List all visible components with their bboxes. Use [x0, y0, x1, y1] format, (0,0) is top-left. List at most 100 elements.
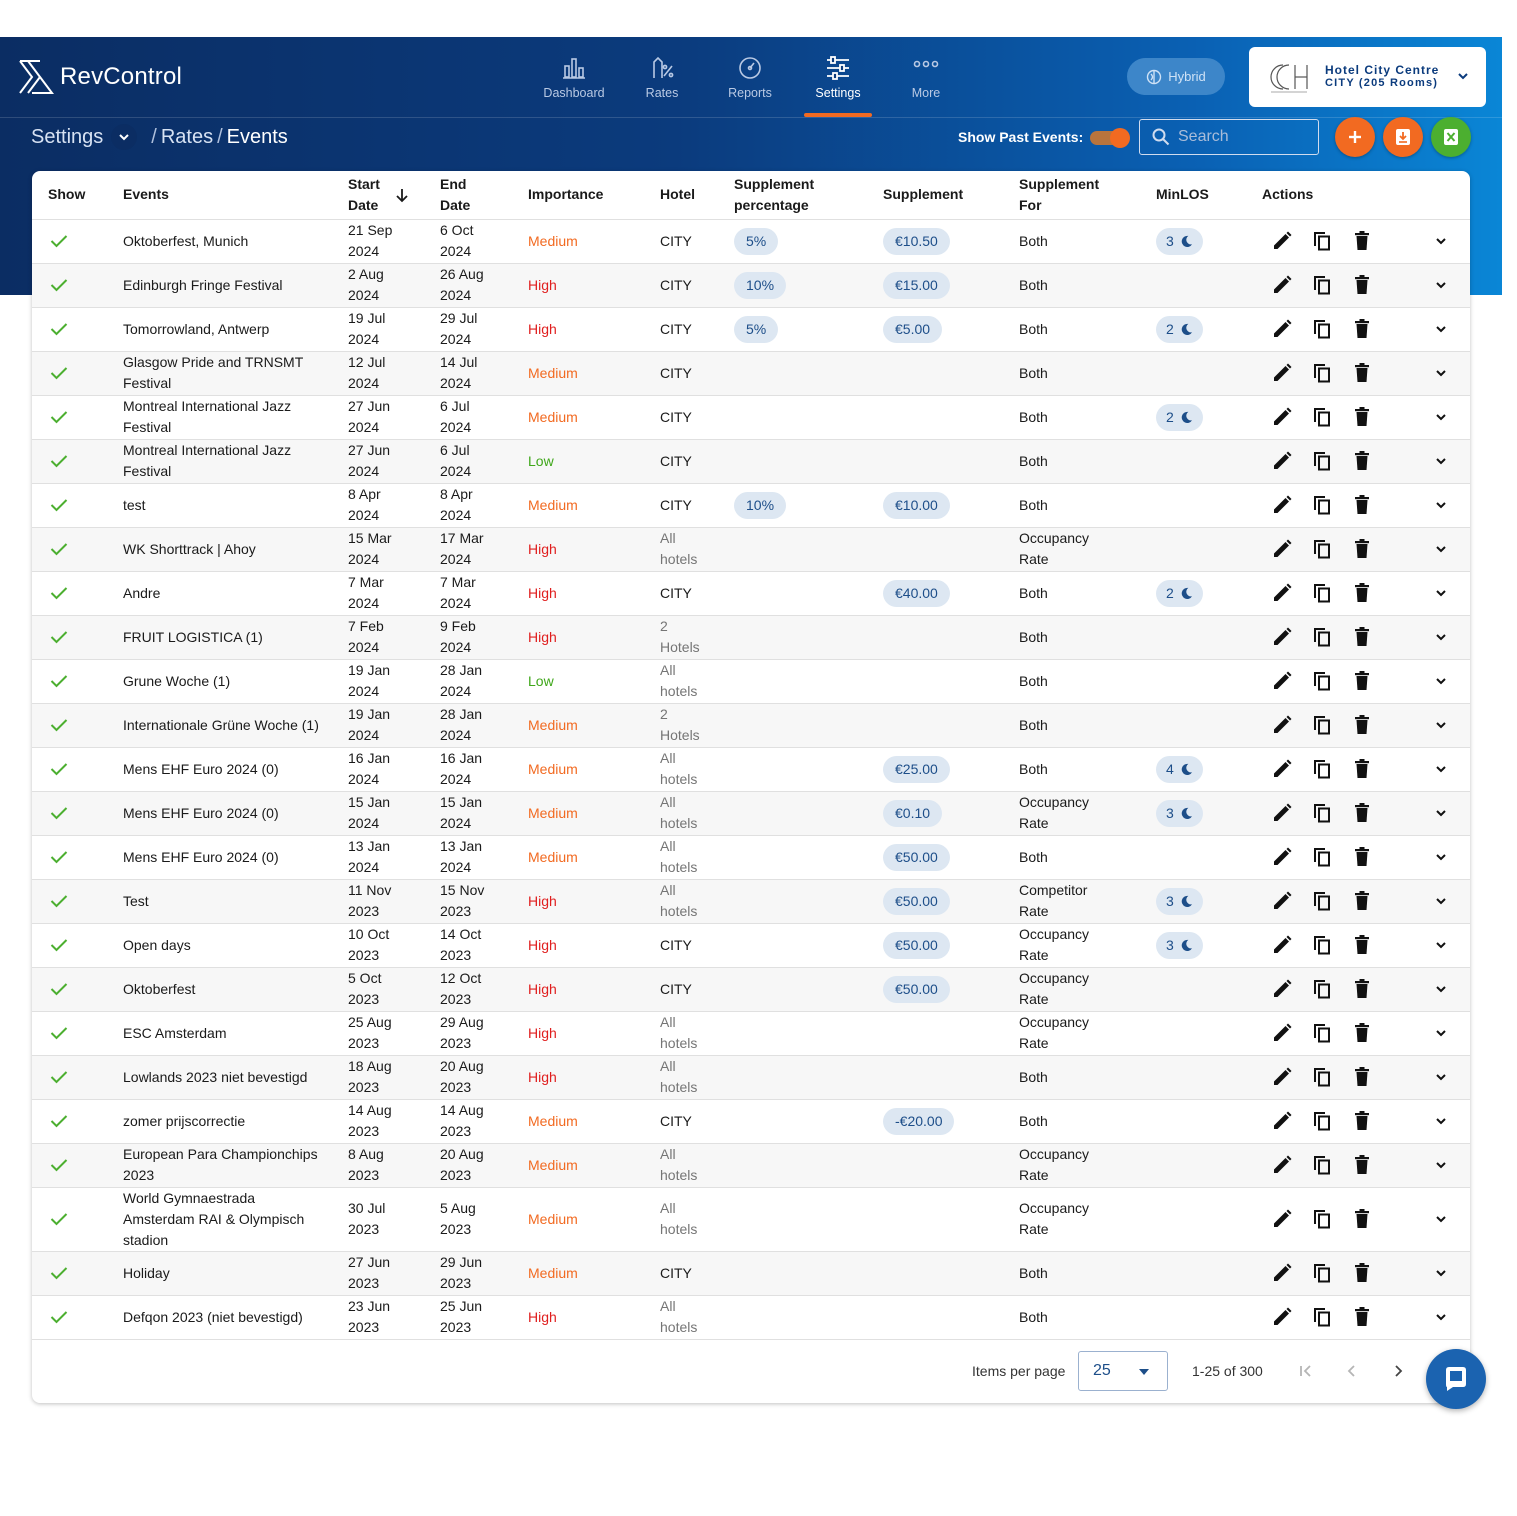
- show-cell[interactable]: [32, 835, 123, 880]
- edit-button[interactable]: [1262, 977, 1302, 1001]
- col-header-end-date[interactable]: End Date: [440, 171, 528, 220]
- expand-row-button[interactable]: [1412, 936, 1470, 954]
- show-cell[interactable]: [32, 351, 123, 396]
- duplicate-button[interactable]: [1302, 405, 1342, 429]
- show-cell[interactable]: [32, 923, 123, 968]
- expand-row-button[interactable]: [1412, 804, 1470, 822]
- breadcrumb-rates[interactable]: Rates: [160, 125, 214, 148]
- duplicate-button[interactable]: [1302, 1065, 1342, 1089]
- table-row[interactable]: Tomorrowland, Antwerp 19 Jul 2024 29 Jul 2…: [32, 307, 1470, 352]
- show-cell[interactable]: [32, 1055, 123, 1100]
- edit-button[interactable]: [1262, 493, 1302, 517]
- expand-row-button[interactable]: [1412, 540, 1470, 558]
- table-row[interactable]: zomer prijscorrectie 14 Aug 2023 14 Aug 20…: [32, 1099, 1470, 1144]
- edit-button[interactable]: [1262, 537, 1302, 561]
- duplicate-button[interactable]: [1302, 361, 1342, 385]
- edit-button[interactable]: [1262, 889, 1302, 913]
- first-page-button[interactable]: [1294, 1359, 1318, 1383]
- table-row[interactable]: Internationale Grüne Woche (1) 19 Jan 202…: [32, 703, 1470, 748]
- expand-row-button[interactable]: [1412, 980, 1470, 998]
- expand-row-button[interactable]: [1412, 716, 1470, 734]
- expand-row-button[interactable]: [1412, 364, 1470, 382]
- show-cell[interactable]: [32, 967, 123, 1012]
- table-row[interactable]: Montreal International Jazz Festival 27 J…: [32, 439, 1470, 484]
- duplicate-button[interactable]: [1302, 713, 1342, 737]
- show-cell[interactable]: [32, 703, 123, 748]
- edit-button[interactable]: [1262, 229, 1302, 253]
- breadcrumb-settings[interactable]: Settings: [31, 125, 104, 148]
- show-cell[interactable]: [32, 263, 123, 308]
- edit-button[interactable]: [1262, 1109, 1302, 1133]
- col-header-events[interactable]: Events: [123, 171, 348, 220]
- duplicate-button[interactable]: [1302, 317, 1342, 341]
- expand-row-button[interactable]: [1412, 1112, 1470, 1130]
- duplicate-button[interactable]: [1302, 669, 1342, 693]
- edit-button[interactable]: [1262, 273, 1302, 297]
- duplicate-button[interactable]: [1302, 801, 1342, 825]
- duplicate-button[interactable]: [1302, 977, 1342, 1001]
- expand-row-button[interactable]: [1412, 276, 1470, 294]
- expand-row-button[interactable]: [1412, 1308, 1470, 1326]
- hybrid-mode-badge[interactable]: Hybrid: [1127, 58, 1225, 95]
- expand-row-button[interactable]: [1412, 848, 1470, 866]
- col-header-hotel[interactable]: Hotel: [660, 171, 734, 220]
- expand-row-button[interactable]: [1412, 496, 1470, 514]
- export-pdf-button[interactable]: [1383, 117, 1423, 157]
- show-cell[interactable]: [32, 219, 123, 264]
- col-header-supplement-percentage[interactable]: Supplement percentage: [734, 171, 883, 220]
- expand-row-button[interactable]: [1412, 760, 1470, 778]
- edit-button[interactable]: [1262, 1261, 1302, 1285]
- table-row[interactable]: Open days 10 Oct 2023 14 Oct 2023 High CITY €…: [32, 923, 1470, 968]
- table-row[interactable]: Oktoberfest, Munich 21 Sep 2024 6 Oct 2024…: [32, 219, 1470, 264]
- delete-button[interactable]: [1342, 933, 1382, 957]
- table-row[interactable]: Holiday 27 Jun 2023 29 Jun 2023 Medium CITY B…: [32, 1251, 1470, 1296]
- show-cell[interactable]: [32, 307, 123, 352]
- duplicate-button[interactable]: [1302, 493, 1342, 517]
- edit-button[interactable]: [1262, 845, 1302, 869]
- edit-button[interactable]: [1262, 1153, 1302, 1177]
- show-cell[interactable]: [32, 1143, 123, 1188]
- edit-button[interactable]: [1262, 801, 1302, 825]
- next-page-button[interactable]: [1386, 1359, 1410, 1383]
- show-cell[interactable]: [32, 1187, 123, 1252]
- table-row[interactable]: WK Shorttrack | Ahoy 15 Mar 2024 17 Mar 20…: [32, 527, 1470, 572]
- show-cell[interactable]: [32, 1251, 123, 1296]
- show-cell[interactable]: [32, 1011, 123, 1056]
- duplicate-button[interactable]: [1302, 537, 1342, 561]
- edit-button[interactable]: [1262, 625, 1302, 649]
- delete-button[interactable]: [1342, 625, 1382, 649]
- table-row[interactable]: ESC Amsterdam 25 Aug 2023 29 Aug 2023 High A…: [32, 1011, 1470, 1056]
- delete-button[interactable]: [1342, 889, 1382, 913]
- delete-button[interactable]: [1342, 669, 1382, 693]
- show-cell[interactable]: [32, 527, 123, 572]
- duplicate-button[interactable]: [1302, 1305, 1342, 1329]
- search-box[interactable]: [1139, 119, 1319, 155]
- delete-button[interactable]: [1342, 801, 1382, 825]
- show-cell[interactable]: [32, 395, 123, 440]
- delete-button[interactable]: [1342, 1207, 1382, 1231]
- edit-button[interactable]: [1262, 1021, 1302, 1045]
- duplicate-button[interactable]: [1302, 1207, 1342, 1231]
- show-cell[interactable]: [32, 747, 123, 792]
- table-row[interactable]: test 8 Apr 2024 8 Apr 2024 Medium CITY 10% €10…: [32, 483, 1470, 528]
- table-row[interactable]: Lowlands 2023 niet bevestigd 18 Aug 2023 2…: [32, 1055, 1470, 1100]
- duplicate-button[interactable]: [1302, 625, 1342, 649]
- show-cell[interactable]: [32, 1295, 123, 1340]
- expand-row-button[interactable]: [1412, 584, 1470, 602]
- delete-button[interactable]: [1342, 1305, 1382, 1329]
- expand-row-button[interactable]: [1412, 672, 1470, 690]
- expand-row-button[interactable]: [1412, 232, 1470, 250]
- nav-reports[interactable]: Reports: [706, 37, 794, 117]
- delete-button[interactable]: [1342, 1109, 1382, 1133]
- expand-row-button[interactable]: [1412, 452, 1470, 470]
- col-header-importance[interactable]: Importance: [528, 171, 660, 220]
- expand-row-button[interactable]: [1412, 1264, 1470, 1282]
- duplicate-button[interactable]: [1302, 933, 1342, 957]
- delete-button[interactable]: [1342, 845, 1382, 869]
- edit-button[interactable]: [1262, 669, 1302, 693]
- breadcrumb-dropdown[interactable]: [111, 124, 138, 150]
- duplicate-button[interactable]: [1302, 581, 1342, 605]
- table-row[interactable]: World Gymnaestrada Amsterdam RAI & Olymp…: [32, 1187, 1470, 1252]
- table-row[interactable]: FRUIT LOGISTICA (1) 7 Feb 2024 9 Feb 2024 H…: [32, 615, 1470, 660]
- app-logo[interactable]: RevControl: [18, 59, 182, 95]
